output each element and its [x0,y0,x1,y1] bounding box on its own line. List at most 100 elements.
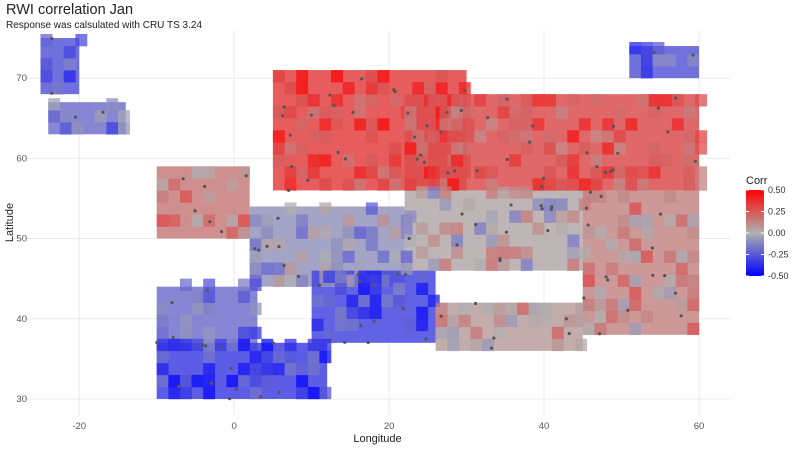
grid-cell [106,98,119,111]
grid-cell [342,82,355,95]
grid-cell [435,70,448,83]
site-point [446,171,450,175]
grid-cell [439,222,452,235]
grid-cell [400,262,413,275]
grid-cell [331,118,343,131]
grid-cell [365,238,378,251]
grid-cell [307,338,320,352]
grid-cell [687,226,700,239]
grid-cell [358,270,371,283]
grid-cell [156,362,169,376]
grid-cell [640,54,653,67]
site-point [101,110,105,114]
grid-cell [687,298,700,312]
grid-cell [261,262,274,275]
grid-cell [156,326,169,340]
grid-cell [238,278,250,291]
grid-cell [427,234,440,247]
grid-cell [509,106,522,119]
site-point [289,164,294,169]
site-point [257,248,261,252]
grid-cell [648,106,661,119]
grid-cell [168,374,181,388]
grid-cell [582,190,595,203]
y-axis-label: Latitude [4,203,16,242]
site-point [531,124,535,128]
grid-cell [683,142,696,155]
grid-cell [284,362,297,376]
grid-cell [249,350,262,364]
site-point [528,140,532,144]
site-point [205,288,209,292]
grid-cell [284,178,297,191]
grid-cell [365,94,378,107]
grid-cell [439,258,452,271]
grid-cell [365,70,378,83]
grid-cell [238,226,250,239]
grid-cell [482,338,495,352]
grid-cell [520,186,533,199]
grid-cell [369,294,382,308]
grid-cell [296,362,309,376]
site-point [360,77,364,81]
axis-ticks: -20 0 20 40 60 30 40 50 60 70 [16,73,704,432]
grid-cell [637,178,649,191]
grid-cell [447,338,460,352]
grid-cell [578,118,591,131]
grid-cell [451,246,464,259]
grid-cell [578,142,591,155]
grid-cell [416,154,429,167]
grid-cell [272,238,285,251]
site-point [424,337,428,341]
grid-cell [544,130,556,143]
grid-cell [606,238,618,251]
grid-cell [319,202,332,215]
site-point [549,207,553,211]
grid-cell [307,154,320,167]
grid-cell [249,362,262,376]
grid-cell [640,214,653,227]
site-point [309,113,313,117]
grid-cell [168,214,181,227]
grid-cell [578,178,591,191]
grid-cell [416,282,429,295]
grid-cell [261,374,274,388]
grid-cell [625,178,638,191]
grid-cell [261,362,274,376]
grid-cell [652,54,665,67]
x-tick-label: 0 [232,421,237,432]
grid-cell [640,250,653,263]
site-point [604,170,608,175]
grid-cell [625,118,638,131]
site-point [328,93,332,97]
grid-cell [342,226,355,239]
site-point [277,245,281,249]
x-tick-label: 40 [539,421,550,432]
x-tick-label: 60 [694,421,705,432]
site-point [282,263,286,268]
grid-cell [594,226,607,239]
grid-cell [474,94,487,107]
site-point [218,345,222,350]
grid-cell [226,374,239,388]
grid-cell [485,222,498,235]
grid-cell [606,298,618,312]
grid-cell [272,106,285,119]
grid-cell [331,250,343,263]
grid-cell [683,154,696,167]
grid-cell [544,198,556,211]
grid-cell [296,386,309,400]
grid-cell [671,94,684,107]
site-point [445,110,449,114]
grid-cell [447,326,460,340]
grid-cell [629,250,642,263]
grid-cell [249,250,262,263]
grid-cell [168,338,181,352]
grid-cell [238,362,250,376]
grid-cell [358,282,371,295]
grid-cell [296,94,309,107]
site-point [455,243,459,247]
grid-cell [392,282,405,295]
grid-cell [416,246,429,259]
grid-cell [629,322,642,336]
